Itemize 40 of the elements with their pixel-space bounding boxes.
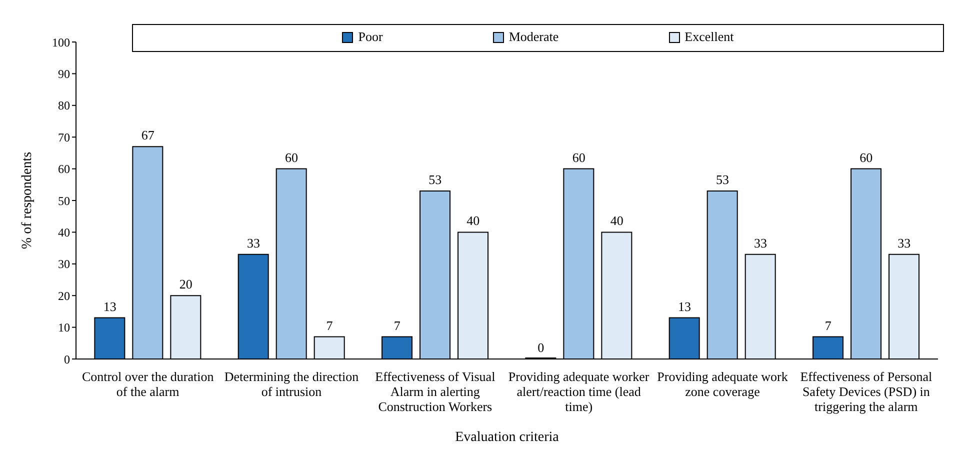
- y-tick-label: 20: [58, 288, 70, 303]
- data-label: 40: [466, 213, 480, 228]
- data-label: 53: [428, 172, 442, 187]
- legend-label: Moderate: [508, 29, 559, 45]
- data-label: 60: [285, 150, 298, 165]
- y-tick-label: 10: [58, 320, 70, 335]
- y-tick-label: 60: [58, 162, 70, 176]
- data-label: 7: [824, 318, 832, 333]
- data-label: 20: [179, 276, 192, 292]
- x-axis-title: Evaluation criteria: [455, 430, 560, 445]
- y-tick-label: 50: [58, 194, 70, 208]
- data-label: 33: [247, 235, 260, 250]
- y-tick-label: 90: [58, 66, 70, 81]
- x-tick-label: Determining the direction of intrusion: [224, 369, 360, 399]
- y-tick-label: 80: [58, 98, 70, 113]
- y-axis-title: % of respondents: [20, 152, 35, 250]
- x-tick-label: Providing adequate work zone coverage: [657, 369, 788, 399]
- y-tick-label: 0: [64, 352, 70, 366]
- y-tick-label: 100: [52, 35, 70, 50]
- y-tick-label: 40: [58, 225, 70, 240]
- legend-label: Poor: [358, 29, 383, 45]
- y-tick-label: 30: [58, 257, 70, 272]
- legend-label: Excellent: [684, 29, 734, 45]
- data-label: 7: [394, 318, 401, 333]
- x-tick-label: Providing adequate worker alert/reaction time (lead time): [508, 369, 650, 414]
- data-label: 13: [103, 298, 116, 314]
- y-tick-label: 70: [58, 130, 70, 144]
- data-label: 67: [141, 128, 155, 143]
- x-tick-label: Effectiveness of Visual Alarm in alerting Construction Workers: [375, 369, 496, 414]
- x-tick-label: Effectiveness of Personal Safety Devices (PSD) in triggering the alarm: [800, 369, 932, 414]
- data-label: 0: [538, 340, 544, 355]
- data-label: 53: [716, 172, 729, 187]
- data-label: 40: [610, 213, 624, 228]
- data-label: 60: [860, 150, 873, 165]
- data-label: 33: [754, 235, 767, 250]
- data-label: 13: [678, 298, 691, 314]
- data-label: 7: [326, 318, 334, 333]
- data-label: 33: [898, 235, 911, 250]
- data-label: 60: [572, 150, 586, 165]
- x-tick-label: Control over the duration of the alarm: [82, 369, 214, 399]
